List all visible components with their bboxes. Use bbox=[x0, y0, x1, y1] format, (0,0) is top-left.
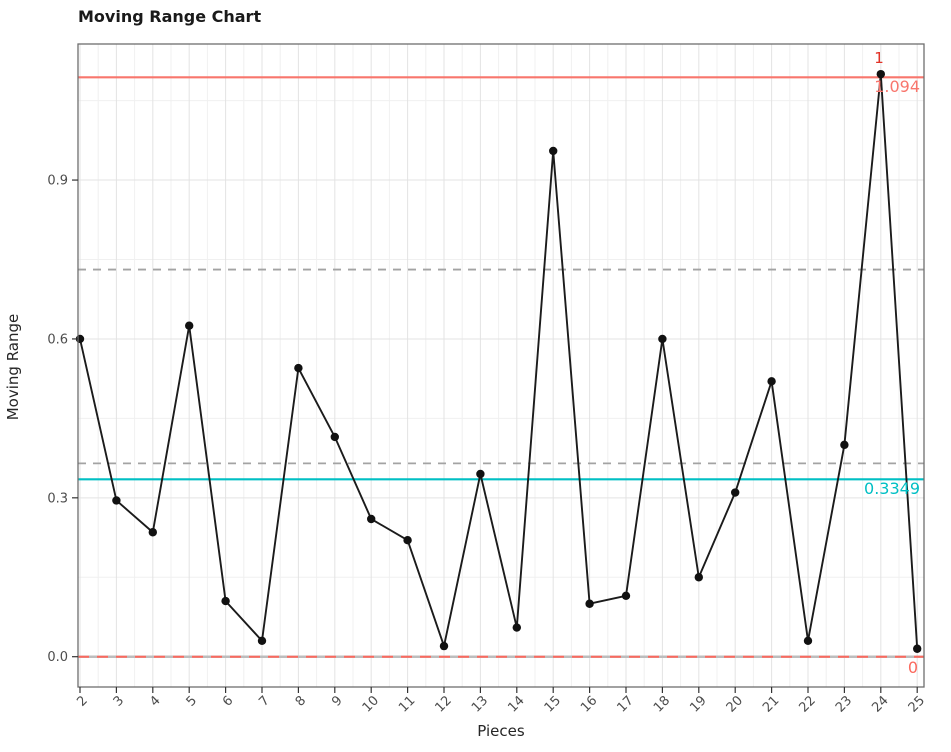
x-tick-label: 14 bbox=[505, 693, 527, 715]
data-point bbox=[330, 432, 339, 442]
y-tick-label: 0.0 bbox=[47, 650, 68, 665]
data-point bbox=[257, 636, 267, 646]
data-point bbox=[658, 334, 667, 344]
x-tick-label: 17 bbox=[615, 693, 637, 715]
data-point bbox=[403, 535, 412, 545]
x-tick-label: 19 bbox=[687, 693, 709, 715]
data-point bbox=[767, 377, 776, 386]
x-tick-label: 10 bbox=[360, 693, 382, 715]
data-point bbox=[585, 599, 594, 608]
x-tick-label: 9 bbox=[329, 693, 345, 709]
data-point bbox=[876, 69, 885, 79]
data-point bbox=[476, 469, 485, 479]
data-point bbox=[512, 623, 521, 632]
ucl-value-label: 1.094 bbox=[874, 77, 920, 96]
x-tick-label: 5 bbox=[184, 693, 200, 709]
data-point bbox=[913, 644, 922, 653]
moving-range-series-line bbox=[79, 73, 919, 649]
x-tick-label: 21 bbox=[760, 693, 782, 715]
x-tick-label: 24 bbox=[869, 693, 891, 715]
data-point bbox=[112, 496, 121, 505]
lcl-value-label: 0 bbox=[907, 658, 918, 677]
x-tick-label: 18 bbox=[651, 693, 673, 715]
data-point bbox=[549, 146, 558, 156]
y-axis-title: Moving Range bbox=[4, 313, 22, 421]
x-tick-label: 20 bbox=[724, 693, 746, 715]
x-tick-label: 7 bbox=[256, 693, 272, 709]
x-tick-label: 11 bbox=[396, 693, 418, 715]
data-point bbox=[439, 641, 449, 651]
data-point bbox=[221, 596, 230, 606]
x-tick-label: 12 bbox=[433, 693, 455, 715]
data-point bbox=[294, 363, 303, 373]
x-axis-title: Pieces bbox=[477, 722, 525, 740]
panel-background bbox=[78, 44, 924, 687]
x-tick-label: 2 bbox=[74, 693, 90, 709]
data-point bbox=[185, 321, 194, 330]
x-tick-label: 13 bbox=[469, 693, 491, 715]
y-tick-label: 0.6 bbox=[47, 332, 68, 347]
center-line-value-label: 0.3349 bbox=[864, 479, 920, 498]
data-point bbox=[621, 591, 631, 600]
x-tick-label: 8 bbox=[293, 693, 309, 709]
x-tick-label: 4 bbox=[147, 693, 163, 709]
y-tick-label: 0.9 bbox=[47, 174, 68, 189]
chart-title: Moving Range Chart bbox=[78, 7, 262, 26]
data-point bbox=[694, 573, 703, 582]
x-tick-label: 22 bbox=[797, 693, 819, 715]
data-point bbox=[840, 440, 849, 450]
x-tick-label: 25 bbox=[906, 693, 928, 715]
x-tick-label: 3 bbox=[111, 693, 127, 709]
x-tick-label: 23 bbox=[833, 693, 855, 715]
x-tick-label: 6 bbox=[220, 693, 236, 709]
panel-border bbox=[77, 43, 925, 688]
x-tick-label: 16 bbox=[578, 693, 600, 715]
data-point bbox=[367, 514, 376, 524]
violation-point-label: 1 bbox=[874, 49, 884, 67]
x-tick-label: 15 bbox=[542, 693, 564, 715]
data-point bbox=[731, 488, 740, 497]
data-point bbox=[148, 528, 157, 537]
y-tick-label: 0.3 bbox=[47, 491, 68, 506]
data-point bbox=[803, 636, 813, 646]
